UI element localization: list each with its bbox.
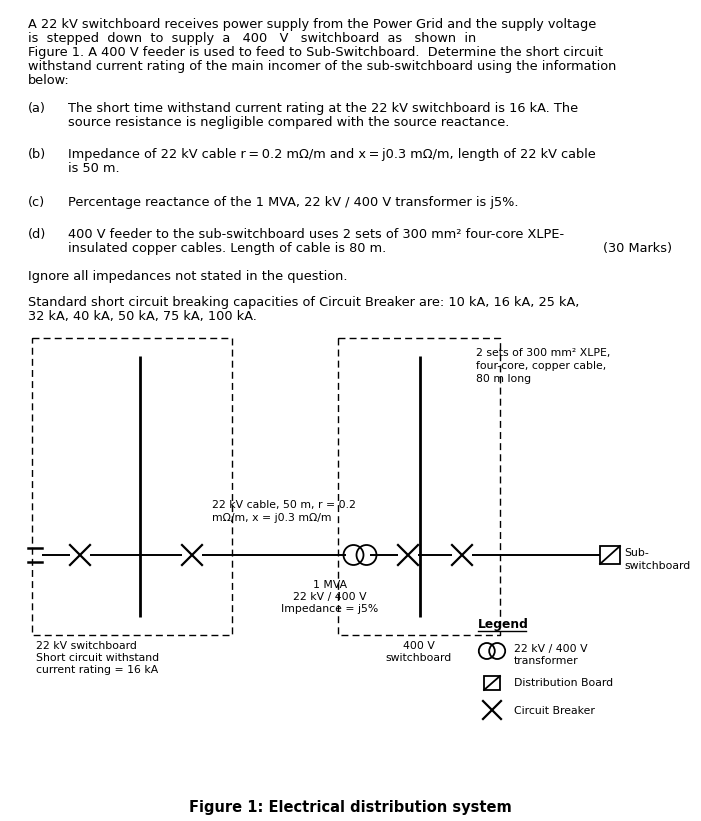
Text: Impedance = j5%: Impedance = j5%	[281, 604, 379, 614]
Text: Distribution Board: Distribution Board	[514, 678, 613, 688]
Text: switchboard: switchboard	[386, 653, 452, 663]
Text: 400 V feeder to the sub-switchboard uses 2 sets of 300 mm² four-core XLPE-: 400 V feeder to the sub-switchboard uses…	[68, 228, 564, 241]
Text: mΩ/m, x = j0.3 mΩ/m: mΩ/m, x = j0.3 mΩ/m	[212, 513, 332, 523]
Text: Legend: Legend	[478, 618, 529, 631]
Text: 400 V: 400 V	[403, 641, 435, 651]
Text: Impedance of 22 kV cable r = 0.2 mΩ/m and x = j0.3 mΩ/m, length of 22 kV cable: Impedance of 22 kV cable r = 0.2 mΩ/m an…	[68, 148, 596, 161]
Text: switchboard: switchboard	[624, 561, 690, 571]
Text: 2 sets of 300 mm² XLPE,: 2 sets of 300 mm² XLPE,	[476, 348, 611, 358]
Text: four-core, copper cable,: four-core, copper cable,	[476, 361, 606, 371]
Text: A 22 kV switchboard receives power supply from the Power Grid and the supply vol: A 22 kV switchboard receives power suppl…	[28, 18, 597, 31]
Text: 80 m long: 80 m long	[476, 374, 531, 384]
Text: Ignore all impedances not stated in the question.: Ignore all impedances not stated in the …	[28, 270, 348, 283]
Text: is 50 m.: is 50 m.	[68, 162, 120, 175]
Text: below:: below:	[28, 74, 70, 87]
Text: Sub-: Sub-	[624, 548, 648, 558]
Text: 1 MVA: 1 MVA	[313, 580, 347, 590]
Text: 32 kA, 40 kA, 50 kA, 75 kA, 100 kA.: 32 kA, 40 kA, 50 kA, 75 kA, 100 kA.	[28, 310, 257, 323]
Text: (a): (a)	[28, 102, 46, 115]
Text: withstand current rating of the main incomer of the sub-switchboard using the in: withstand current rating of the main inc…	[28, 60, 616, 73]
Text: (30 Marks): (30 Marks)	[603, 242, 672, 255]
Text: Standard short circuit breaking capacities of Circuit Breaker are: 10 kA, 16 kA,: Standard short circuit breaking capaciti…	[28, 296, 579, 309]
Text: 22 kV / 400 V: 22 kV / 400 V	[293, 592, 367, 602]
Text: Short circuit withstand: Short circuit withstand	[36, 653, 159, 663]
Text: source resistance is negligible compared with the source reactance.: source resistance is negligible compared…	[68, 116, 510, 129]
Text: (c): (c)	[28, 196, 46, 209]
Text: current rating = 16 kA: current rating = 16 kA	[36, 665, 158, 675]
Text: Figure 1. A 400 V feeder is used to feed to Sub-Switchboard.  Determine the shor: Figure 1. A 400 V feeder is used to feed…	[28, 46, 603, 59]
Text: Figure 1: Electrical distribution system: Figure 1: Electrical distribution system	[189, 800, 511, 815]
Text: (b): (b)	[28, 148, 46, 161]
Text: transformer: transformer	[514, 656, 578, 666]
Text: 22 kV / 400 V: 22 kV / 400 V	[514, 644, 587, 654]
Text: is  stepped  down  to  supply  a   400   V   switchboard  as   shown  in: is stepped down to supply a 400 V switch…	[28, 32, 476, 45]
Text: (d): (d)	[28, 228, 46, 241]
Text: 22 kV switchboard: 22 kV switchboard	[36, 641, 137, 651]
Text: Circuit Breaker: Circuit Breaker	[514, 706, 595, 716]
Text: 22 kV cable, 50 m, r = 0.2: 22 kV cable, 50 m, r = 0.2	[212, 500, 356, 510]
Text: insulated copper cables. Length of cable is 80 m.: insulated copper cables. Length of cable…	[68, 242, 386, 255]
Text: The short time withstand current rating at the 22 kV switchboard is 16 kA. The: The short time withstand current rating …	[68, 102, 578, 115]
Text: Percentage reactance of the 1 MVA, 22 kV / 400 V transformer is j5%.: Percentage reactance of the 1 MVA, 22 kV…	[68, 196, 519, 209]
